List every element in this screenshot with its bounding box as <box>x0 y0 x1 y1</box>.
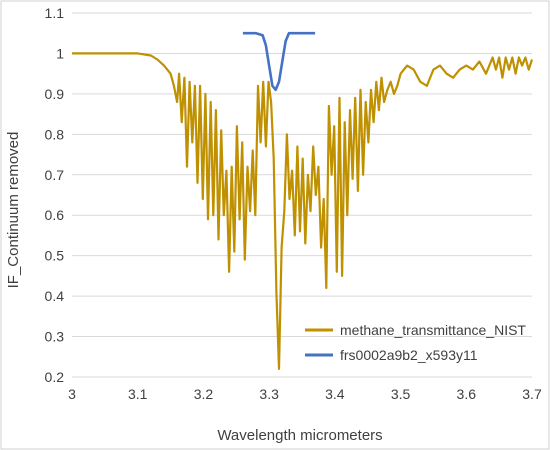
y-tick-label: 1 <box>56 45 64 61</box>
legend-label-frs: frs0002a9b2_x593y11 <box>340 347 478 363</box>
y-tick-label: 0.8 <box>45 126 65 142</box>
y-tick-label: 0.9 <box>45 86 65 102</box>
x-tick-label: 3.4 <box>325 386 345 402</box>
y-tick-label: 0.7 <box>45 167 65 183</box>
x-axis-ticks: 3 3.1 3.2 3.3 3.4 3.5 3.6 3.7 <box>68 386 542 402</box>
series-line-methane <box>72 52 534 370</box>
y-axis-ticks: 0.2 0.3 0.4 0.5 0.6 0.7 0.8 0.9 1 1.1 <box>45 5 65 385</box>
x-tick-label: 3.6 <box>457 386 477 402</box>
x-axis-title: Wavelength micrometers <box>217 427 382 444</box>
x-tick-label: 3.1 <box>128 386 148 402</box>
series-line-frs <box>242 31 316 92</box>
x-tick-label: 3.7 <box>522 386 542 402</box>
y-tick-label: 0.6 <box>45 207 65 223</box>
legend: methane_transmittance_NIST frs0002a9b2_x… <box>305 322 526 363</box>
y-tick-label: 0.2 <box>45 369 65 385</box>
x-tick-label: 3.3 <box>259 386 279 402</box>
y-tick-label: 0.3 <box>45 329 65 345</box>
legend-label-methane: methane_transmittance_NIST <box>340 322 526 338</box>
y-axis-title: IF_Continuum removed <box>5 132 22 289</box>
x-tick-label: 3.2 <box>194 386 214 402</box>
y-tick-label: 0.4 <box>45 288 65 304</box>
x-tick-label: 3.5 <box>391 386 411 402</box>
series-lines <box>72 31 534 370</box>
x-tick-label: 3 <box>68 386 76 402</box>
y-tick-label: 1.1 <box>45 5 65 21</box>
grid-lines <box>72 12 532 378</box>
y-tick-label: 0.5 <box>45 248 65 264</box>
